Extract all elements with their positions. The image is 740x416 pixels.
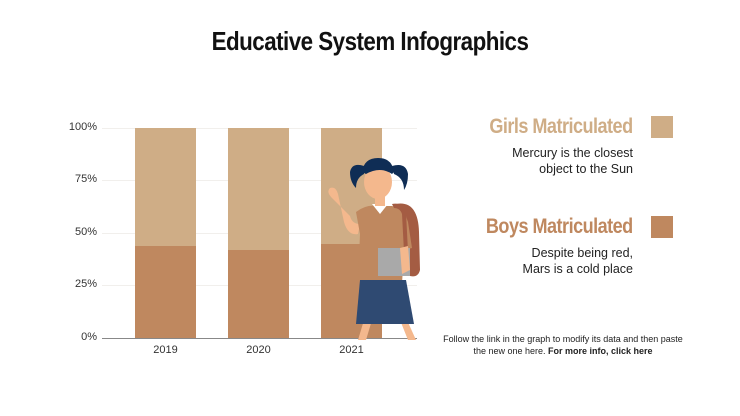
schoolgirl-illustration [328,158,420,340]
bar-2019[interactable] [135,128,196,338]
x-tick-label: 2019 [153,344,178,356]
description-line: Mars is a cold place [522,262,633,276]
description-line: object to the Sun [539,162,633,176]
y-tick-label: 75% [74,173,97,185]
footnote-text: Follow the link in the graph to modify i… [443,334,683,356]
legend-title-girls: Girls Matriculated [489,115,634,138]
x-tick-label: 2021 [339,344,364,356]
x-tick-label: 2020 [246,344,271,356]
description-line: Mercury is the closest [512,146,633,160]
page-title: Educative System Infographics [211,26,529,56]
footnote: Follow the link in the graph to modify i… [440,333,686,357]
legend-title-boys: Boys Matriculated [486,215,633,238]
x-axis-line [102,338,417,339]
bar-segment-boys-matriculated[interactable] [135,245,196,338]
legend-swatch-boys [651,216,673,238]
y-tick-label: 25% [74,278,97,290]
legend-description-boys: Despite being red, Mars is a cold place [523,245,633,277]
bar-segment-boys-matriculated[interactable] [228,249,289,338]
legend-swatch-girls [651,116,673,138]
legend-description-girls: Mercury is the closest object to the Sun [512,145,633,177]
y-tick-label: 0% [81,331,97,343]
y-tick-label: 50% [74,226,97,238]
bar-segment-girls-matriculated[interactable] [228,128,289,250]
bar-2020[interactable] [228,128,289,338]
bar-segment-girls-matriculated[interactable] [135,128,196,246]
more-info-link[interactable]: For more info, click here [548,346,653,356]
description-line: Despite being red, [531,246,633,260]
y-tick-label: 100% [68,121,97,133]
